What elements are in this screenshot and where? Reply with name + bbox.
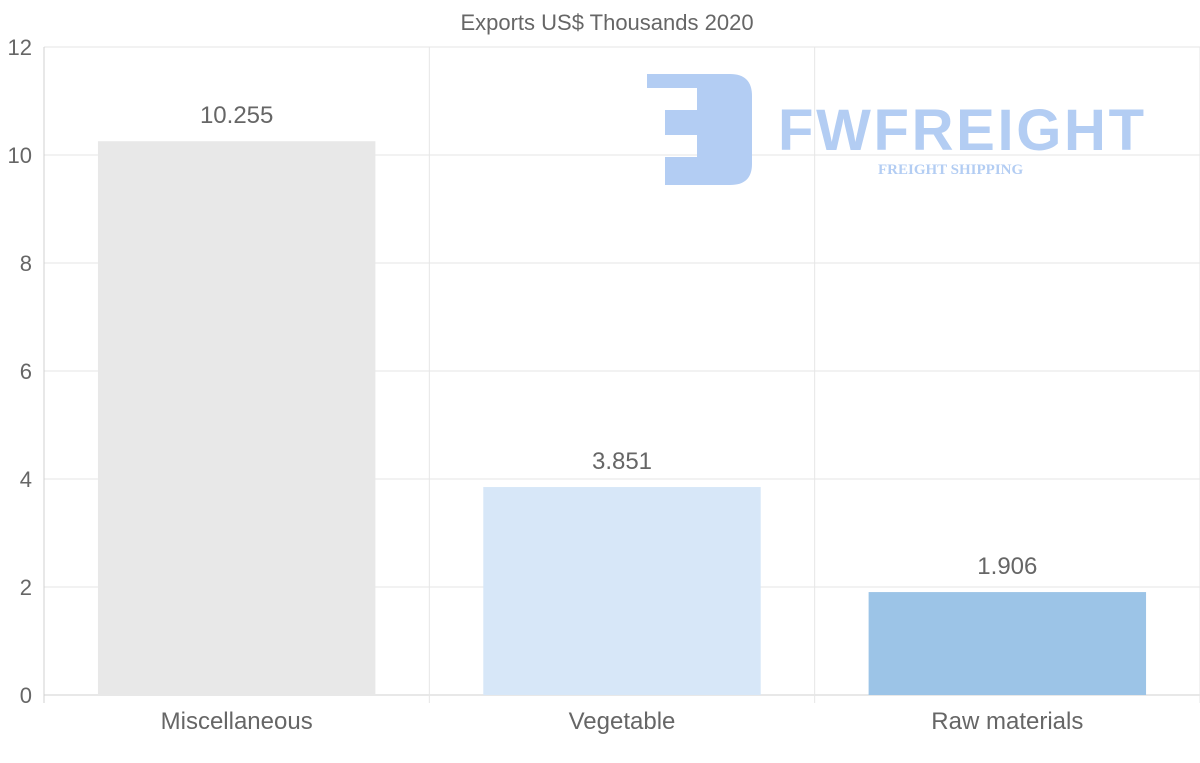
x-tick-label: Vegetable — [569, 708, 676, 735]
y-tick-label: 6 — [20, 359, 32, 384]
x-tick-label: Miscellaneous — [161, 708, 313, 735]
logo-brand-text: FWFREIGHT — [778, 98, 1146, 163]
y-tick-label: 8 — [20, 251, 32, 276]
bar-miscellaneous — [97, 141, 376, 696]
x-tick-label: Raw materials — [931, 708, 1083, 735]
y-tick-label: 4 — [20, 467, 32, 492]
bar-value-label: 1.906 — [977, 553, 1037, 580]
chart-title: Exports US$ Thousands 2020 — [460, 10, 753, 35]
y-tick-label: 10 — [8, 143, 32, 168]
fwfreight-logo-watermark: FWFREIGHT FREIGHT SHIPPING — [647, 74, 1146, 185]
bar-raw-materials — [868, 592, 1147, 695]
y-tick-label: 0 — [20, 683, 32, 708]
bar-value-label: 10.255 — [200, 102, 273, 129]
bar-value-label: 3.851 — [592, 448, 652, 475]
y-tick-label: 12 — [8, 35, 32, 60]
logo-tagline: FREIGHT SHIPPING — [878, 162, 1023, 178]
y-tick-label: 2 — [20, 575, 32, 600]
bar-vegetable — [483, 487, 761, 695]
